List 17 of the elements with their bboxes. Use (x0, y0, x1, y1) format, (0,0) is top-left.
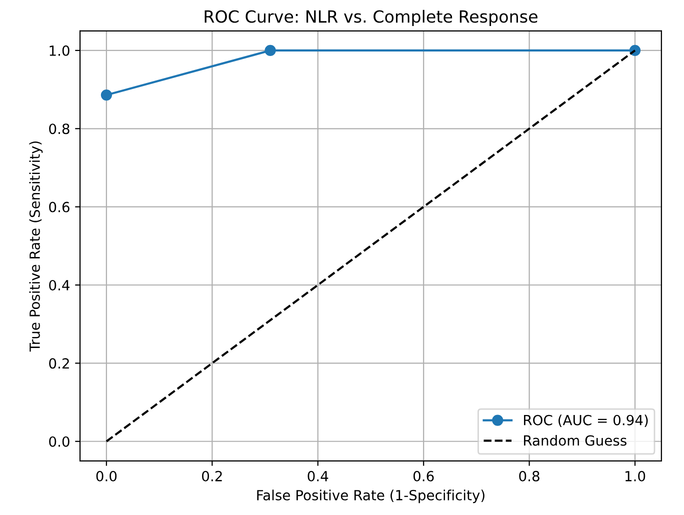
x-tick-label: 0.6 (413, 470, 434, 482)
y-tick-label: 0.2 (49, 358, 69, 369)
y-tick-label: 0.4 (49, 280, 70, 290)
y-tick-label: 1.0 (50, 45, 70, 56)
chart-title: ROC Curve: NLR vs. Complete Response (204, 10, 538, 26)
legend-label: Random Guess (524, 434, 626, 446)
x-tick-label: 0.2 (202, 470, 222, 482)
legend-label: ROC (AUC = 0.94) (524, 414, 648, 427)
x-tick-label: 0.0 (96, 470, 117, 482)
y-tick-label: 0.8 (49, 124, 70, 134)
x-tick-label: 1.0 (625, 470, 646, 482)
y-tick-label: 0.0 (49, 436, 70, 447)
x-tick-label: 0.8 (519, 470, 540, 482)
x-tick-label: 0.4 (308, 470, 328, 482)
y-tick-label: 0.6 (49, 202, 70, 212)
y-axis-title: True Positive Rate (Sensitivity) (29, 141, 43, 352)
x-axis-title: False Positive Rate (1-Specificity) (257, 490, 484, 504)
